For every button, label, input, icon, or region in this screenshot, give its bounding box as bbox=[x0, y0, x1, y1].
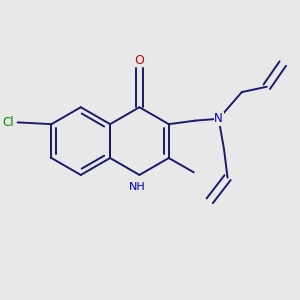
Text: O: O bbox=[134, 53, 144, 67]
Text: N: N bbox=[214, 112, 223, 125]
Text: NH: NH bbox=[129, 182, 146, 191]
Text: Cl: Cl bbox=[2, 116, 14, 129]
